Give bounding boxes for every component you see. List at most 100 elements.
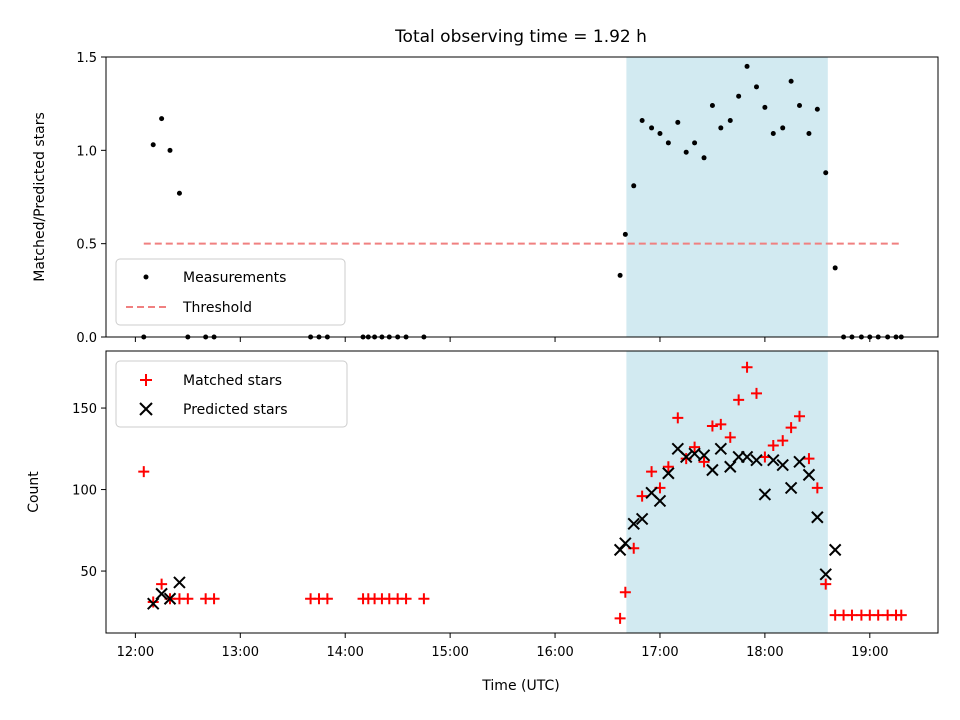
predicted-star-point — [793, 455, 806, 469]
measurement-point — [823, 170, 829, 176]
matched-star-point — [418, 593, 430, 605]
matched-star-point — [619, 586, 631, 598]
predicted-star-point — [706, 463, 719, 477]
matched-star-point — [741, 361, 753, 373]
bottom-x-tick-label: 17:00 — [641, 645, 678, 660]
predicted-star-point — [662, 467, 675, 480]
measurement-point — [622, 231, 628, 237]
measurement-point — [718, 125, 724, 131]
measurement-point — [631, 183, 637, 189]
bottom-axes-frame — [105, 350, 939, 634]
matched-star-point — [321, 593, 333, 605]
matched-star-point — [811, 482, 823, 494]
bottom-x-tick-label: 12:00 — [117, 645, 154, 660]
legend-matched-label: Matched stars — [183, 373, 282, 389]
bottom-observing-span — [626, 351, 828, 633]
legend-predicted-marker — [139, 402, 153, 416]
measurement-point — [649, 125, 655, 131]
predicted-star-point — [163, 592, 177, 605]
legend-measurements-marker — [143, 274, 149, 280]
measurement-point — [832, 265, 838, 271]
bottom-legend-box — [115, 360, 348, 428]
top-y-tick-label: 1.5 — [76, 51, 97, 66]
top-axes-frame — [105, 56, 939, 338]
measurement-point — [744, 63, 750, 69]
predicted-star-point — [619, 537, 632, 550]
measurement-point — [780, 125, 786, 131]
top-legend-box — [115, 258, 346, 326]
bottom-y-tick-label: 50 — [80, 565, 97, 580]
measurement-point — [727, 117, 733, 123]
predicted-star-point — [653, 494, 667, 508]
predicted-star-point — [802, 468, 816, 482]
matched-star-point — [689, 441, 701, 453]
measurement-point — [736, 93, 742, 99]
matched-star-point — [715, 418, 727, 430]
predicted-star-point — [627, 517, 640, 530]
top-legend: Measurements Threshold — [115, 258, 346, 326]
matched-star-point — [698, 456, 710, 468]
predicted-star-point — [784, 481, 798, 495]
measurement-point — [692, 140, 698, 146]
matched-star-point — [706, 420, 718, 432]
matched-star-point — [182, 593, 194, 605]
measurement-point — [709, 103, 715, 109]
measurement-point — [683, 149, 689, 155]
matched-star-point — [646, 466, 658, 478]
predicted-star-point — [155, 587, 168, 601]
predicted-star-point — [811, 511, 824, 524]
measurement-point — [176, 190, 182, 196]
bottom-x-tick-label: 16:00 — [536, 645, 573, 660]
bottom-x-tick-label: 13:00 — [222, 645, 259, 660]
matched-star-point — [636, 490, 648, 502]
bottom-x-tick-label: 19:00 — [851, 645, 888, 660]
matched-star-point — [777, 435, 789, 447]
predicted-star-point — [714, 442, 728, 456]
bottom-panel: 50 100 150 12:00 13:00 14:00 15:00 16:00 17:00 18… — [26, 350, 939, 694]
matched-star-point — [208, 593, 220, 605]
measurement-point — [762, 104, 768, 110]
bottom-x-tick-label: 14:00 — [326, 645, 363, 660]
top-panel: 0.0 0.5 1.0 1.5 Matched/Predicted stars Mea… — [32, 51, 939, 346]
predicted-star-point — [828, 543, 842, 557]
measurement-point — [159, 116, 165, 122]
predicted-stars-points — [147, 442, 842, 610]
matched-star-point — [785, 422, 797, 434]
measurement-point — [806, 131, 812, 137]
matched-star-point — [794, 410, 806, 422]
measurement-point — [665, 140, 671, 146]
bottom-x-tick-label: 15:00 — [431, 645, 468, 660]
predicted-star-point — [688, 447, 701, 460]
top-axis-ticks: 0.0 0.5 1.0 1.5 — [76, 51, 871, 346]
matched-star-point — [767, 440, 779, 452]
matched-star-point — [820, 578, 832, 590]
matched-star-point — [138, 466, 150, 478]
matched-star-point — [672, 412, 684, 424]
matched-star-point — [750, 387, 762, 399]
measurement-point — [701, 155, 707, 161]
top-y-axis-label: Matched/Predicted stars — [32, 112, 48, 282]
predicted-star-point — [776, 458, 789, 472]
top-observing-span — [626, 57, 828, 337]
predicted-star-point — [679, 450, 693, 464]
predicted-star-point — [635, 512, 649, 526]
matched-star-point — [733, 394, 745, 406]
matched-star-point — [846, 609, 858, 621]
measurement-point — [657, 131, 663, 137]
predicted-star-point — [767, 454, 780, 467]
measurement-point — [617, 272, 623, 278]
predicted-star-point — [750, 454, 763, 467]
top-y-tick-label: 1.0 — [76, 144, 97, 159]
bottom-y-tick-label: 100 — [72, 484, 97, 499]
matched-star-point — [400, 593, 412, 605]
bottom-y-axis-label: Count — [26, 471, 42, 513]
top-y-tick-label: 0.5 — [76, 238, 97, 253]
measurement-point — [753, 84, 759, 90]
legend-predicted-label: Predicted stars — [183, 402, 288, 418]
matched-star-point — [895, 609, 907, 621]
matched-star-point — [872, 609, 884, 621]
legend-threshold-label: Threshold — [182, 300, 252, 316]
measurement-point — [167, 147, 173, 153]
measurement-point — [770, 131, 776, 137]
